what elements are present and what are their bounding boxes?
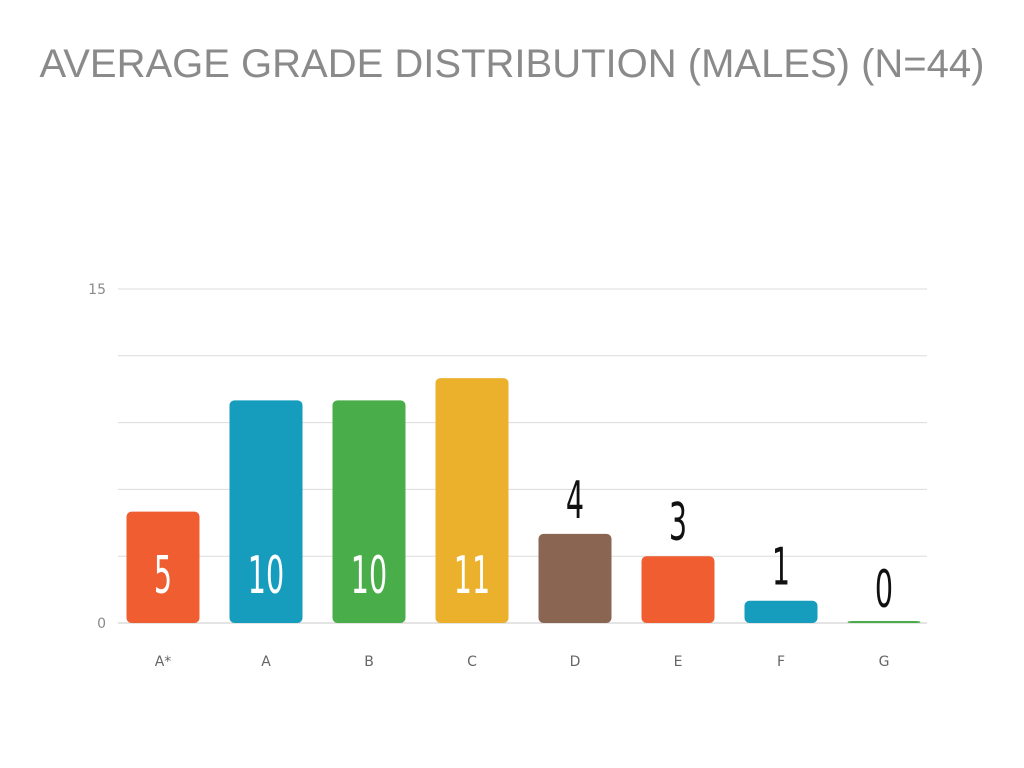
bar-2: [332, 400, 406, 623]
bar-5: [641, 556, 715, 623]
data-label-1: 10: [248, 545, 284, 606]
bar-3: [435, 378, 509, 623]
bar-0: [126, 511, 200, 623]
data-label-3: 11: [454, 545, 490, 606]
x-tick-label-5: E: [674, 654, 683, 670]
bar-7: [847, 621, 921, 623]
x-tick-label-4: D: [570, 654, 581, 670]
data-label-7: 0: [875, 559, 893, 620]
bar-4: [538, 533, 612, 623]
data-label-4: 4: [566, 470, 584, 531]
x-tick-label-2: B: [364, 654, 374, 670]
y-axis-ticks: 0 15: [88, 282, 106, 632]
x-tick-label-3: C: [467, 654, 477, 670]
data-label-6: 1: [772, 536, 790, 597]
data-labels: 5 10 10 114 31 0: [154, 470, 893, 620]
bar-1: [229, 400, 303, 623]
data-label-0: 5: [154, 545, 172, 606]
x-tick-label-0: A*: [155, 654, 172, 670]
data-label-2: 10: [351, 545, 387, 606]
x-tick-label-6: F: [777, 654, 785, 670]
x-axis-labels: A* A B C D E F G: [155, 654, 890, 670]
bars: [126, 378, 921, 623]
chart-title: AVERAGE GRADE DISTRIBUTION (MALES) (N=44…: [39, 42, 985, 86]
x-tick-label-1: A: [261, 654, 271, 670]
data-label-5: 3: [669, 492, 687, 553]
y-tick-label-1: 15: [88, 282, 106, 298]
bar-6: [744, 600, 818, 623]
x-tick-label-7: G: [879, 654, 890, 670]
y-tick-label-0: 0: [97, 616, 106, 632]
